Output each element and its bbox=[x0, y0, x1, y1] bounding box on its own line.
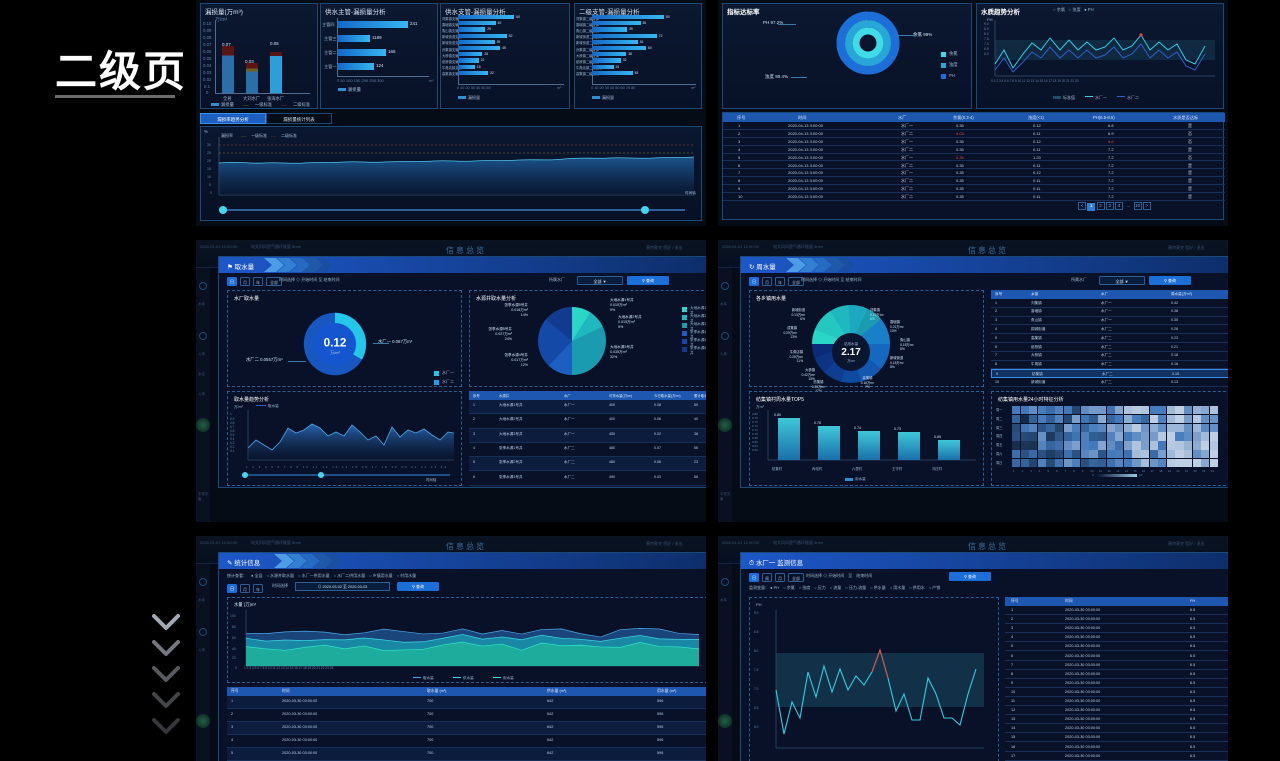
svg-text:0.12: 0.12 bbox=[324, 336, 347, 349]
svg-text:万/m³: 万/m³ bbox=[330, 350, 340, 355]
